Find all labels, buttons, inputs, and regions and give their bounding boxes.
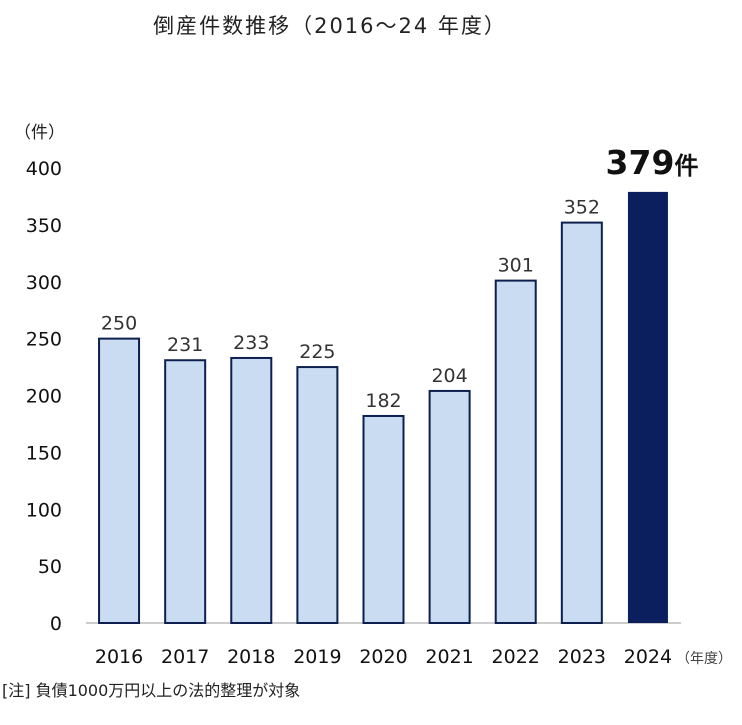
bar-2019 [296, 366, 339, 624]
y-axis-ticks: 0 50 100 150 200 250 300 350 400 [26, 158, 62, 635]
y-tick-label: 350 [26, 215, 62, 237]
bar-2018 [230, 356, 273, 624]
y-tick-label: 0 [50, 613, 62, 635]
data-label-2020: 182 [365, 390, 401, 412]
x-tick-label-2016: 2016 [95, 646, 143, 668]
x-tick-label-2019: 2019 [293, 646, 341, 668]
x-tick-label-2024: 2024 [624, 646, 672, 668]
x-tick-label-2018: 2018 [227, 646, 275, 668]
x-tick-label-2023: 2023 [558, 646, 606, 668]
x-axis-ticks: 2016 2017 2018 2019 2020 2021 2022 2023 2024 [95, 646, 672, 668]
bar-2022 [494, 279, 537, 624]
data-label-2017: 231 [167, 334, 203, 356]
highlight-value-label: 379件 [606, 143, 699, 182]
footnote: [注] 負債1000万円以上の法的整理が対象 [2, 681, 300, 700]
data-label-2016: 250 [101, 313, 137, 335]
data-label-2023: 352 [564, 197, 600, 219]
y-tick-label: 400 [26, 158, 62, 180]
y-tick-label: 250 [26, 329, 62, 351]
bar-2017 [164, 359, 207, 624]
x-tick-label-2022: 2022 [492, 646, 540, 668]
y-tick-label: 300 [26, 272, 62, 294]
data-label-2022: 301 [498, 255, 534, 277]
data-label-2018: 233 [233, 332, 269, 354]
y-tick-label: 150 [26, 442, 62, 464]
y-tick-label: 200 [26, 386, 62, 408]
y-tick-label: 50 [38, 556, 62, 578]
bar-2020 [362, 414, 405, 624]
bar-2024 [627, 191, 668, 623]
data-label-2019: 225 [299, 341, 335, 363]
y-tick-label: 100 [26, 499, 62, 521]
data-label-2021: 204 [431, 365, 467, 387]
x-tick-label-2020: 2020 [359, 646, 407, 668]
data-labels: 250 231 233 225 182 204 301 352 [101, 197, 600, 412]
x-axis-unit: （年度） [676, 651, 732, 667]
x-tick-label-2017: 2017 [161, 646, 209, 668]
bar-2021 [428, 389, 471, 625]
bars [98, 191, 668, 625]
y-axis-unit: （件） [14, 123, 65, 143]
bar-2023 [560, 221, 603, 624]
bar-2016 [98, 337, 141, 624]
chart-title: 倒産件数推移（2016～24 年度） [153, 14, 507, 38]
x-tick-label-2021: 2021 [425, 646, 473, 668]
